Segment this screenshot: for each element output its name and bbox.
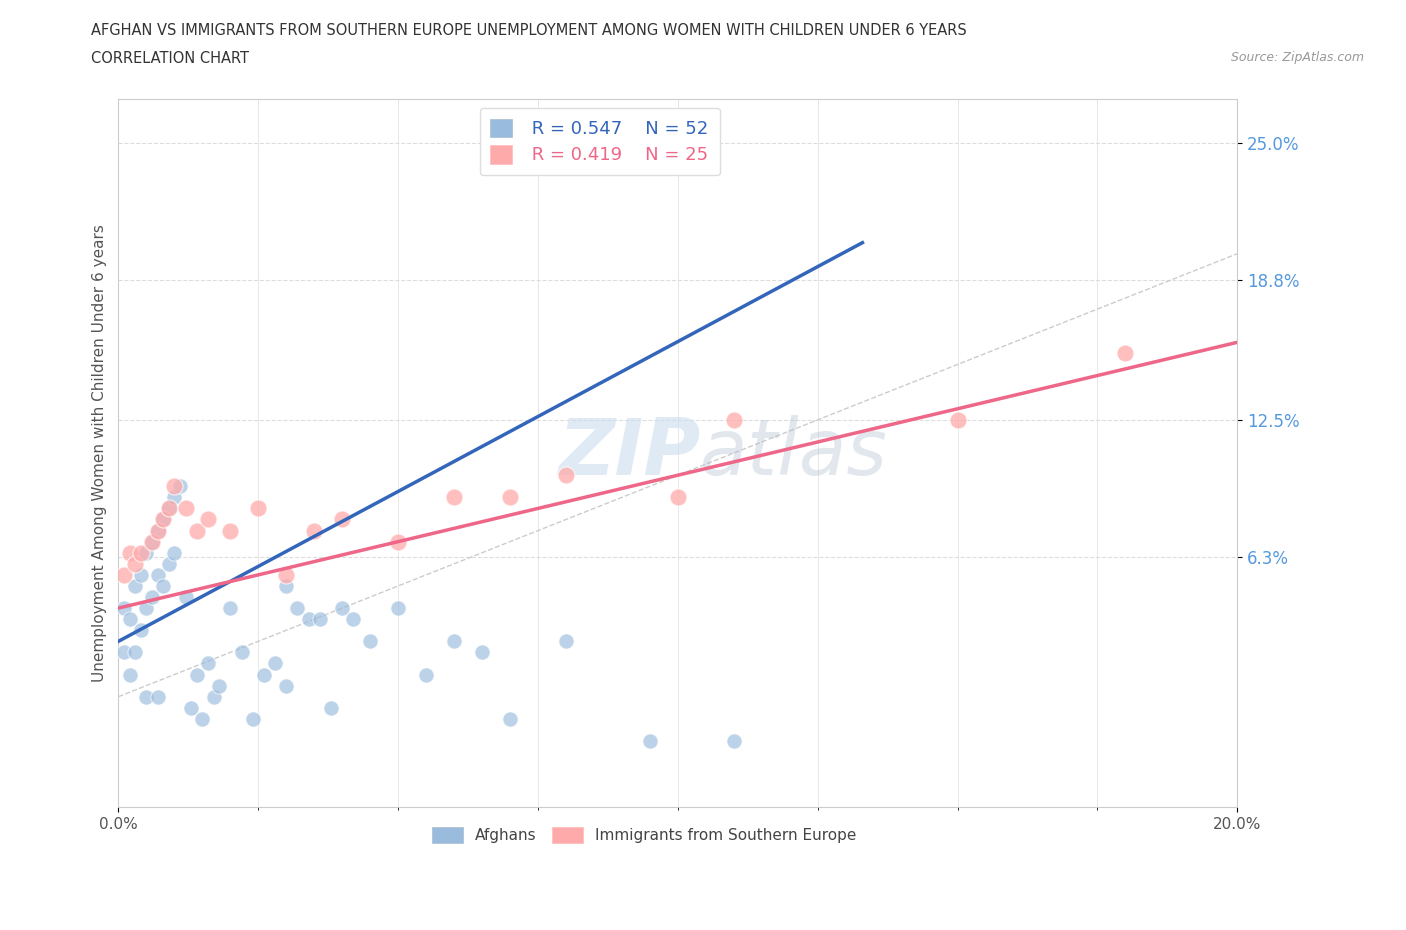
Point [124,578,146,593]
Point [555,468,578,483]
Text: atlas: atlas [700,415,889,491]
Point [118,545,141,560]
Point [443,490,465,505]
Point [163,479,186,494]
Point [499,711,522,726]
Point [387,601,409,616]
Point [253,667,276,682]
Point [471,644,494,659]
Point [723,734,745,749]
Point [946,412,969,427]
Point [191,711,214,726]
Point [118,667,141,682]
Point [180,700,202,715]
Point [135,545,157,560]
Point [146,524,169,538]
Point [276,578,298,593]
Point [242,711,264,726]
Point [118,612,141,627]
Point [264,656,287,671]
Point [287,601,309,616]
Point [186,667,208,682]
Point [141,534,163,549]
Point [141,590,163,604]
Point [112,644,135,659]
Point [112,601,135,616]
Point [219,524,242,538]
Point [152,512,174,527]
Point [157,501,180,516]
Point [342,612,364,627]
Text: ZIP: ZIP [558,415,700,491]
Point [163,545,186,560]
Point [124,644,146,659]
Point [638,734,661,749]
Point [174,501,197,516]
Point [124,556,146,571]
Point [146,567,169,582]
Point [555,634,578,649]
Point [197,512,219,527]
Point [163,490,186,505]
Point [231,644,253,659]
Point [723,412,745,427]
Point [443,634,465,649]
Text: CORRELATION CHART: CORRELATION CHART [91,51,249,66]
Point [135,601,157,616]
Point [129,623,152,638]
Point [359,634,381,649]
Point [302,524,325,538]
Point [169,479,191,494]
Point [146,524,169,538]
Text: AFGHAN VS IMMIGRANTS FROM SOUTHERN EUROPE UNEMPLOYMENT AMONG WOMEN WITH CHILDREN: AFGHAN VS IMMIGRANTS FROM SOUTHERN EUROP… [91,23,967,38]
Point [141,534,163,549]
Point [197,656,219,671]
Point [276,678,298,693]
Text: Source: ZipAtlas.com: Source: ZipAtlas.com [1230,51,1364,64]
Point [219,601,242,616]
Point [135,689,157,704]
Y-axis label: Unemployment Among Women with Children Under 6 years: Unemployment Among Women with Children U… [93,224,107,682]
Point [387,534,409,549]
Point [298,612,321,627]
Point [202,689,225,704]
Point [499,490,522,505]
Point [174,590,197,604]
Point [129,545,152,560]
Point [157,556,180,571]
Point [666,490,689,505]
Point [157,501,180,516]
Point [319,700,342,715]
Point [308,612,330,627]
Point [1114,346,1136,361]
Point [415,667,437,682]
Point [208,678,231,693]
Point [247,501,270,516]
Point [112,567,135,582]
Point [330,512,353,527]
Point [152,512,174,527]
Point [129,567,152,582]
Point [186,524,208,538]
Point [330,601,353,616]
Point [276,567,298,582]
Point [146,689,169,704]
Legend: Afghans, Immigrants from Southern Europe: Afghans, Immigrants from Southern Europe [426,821,862,849]
Point [152,578,174,593]
